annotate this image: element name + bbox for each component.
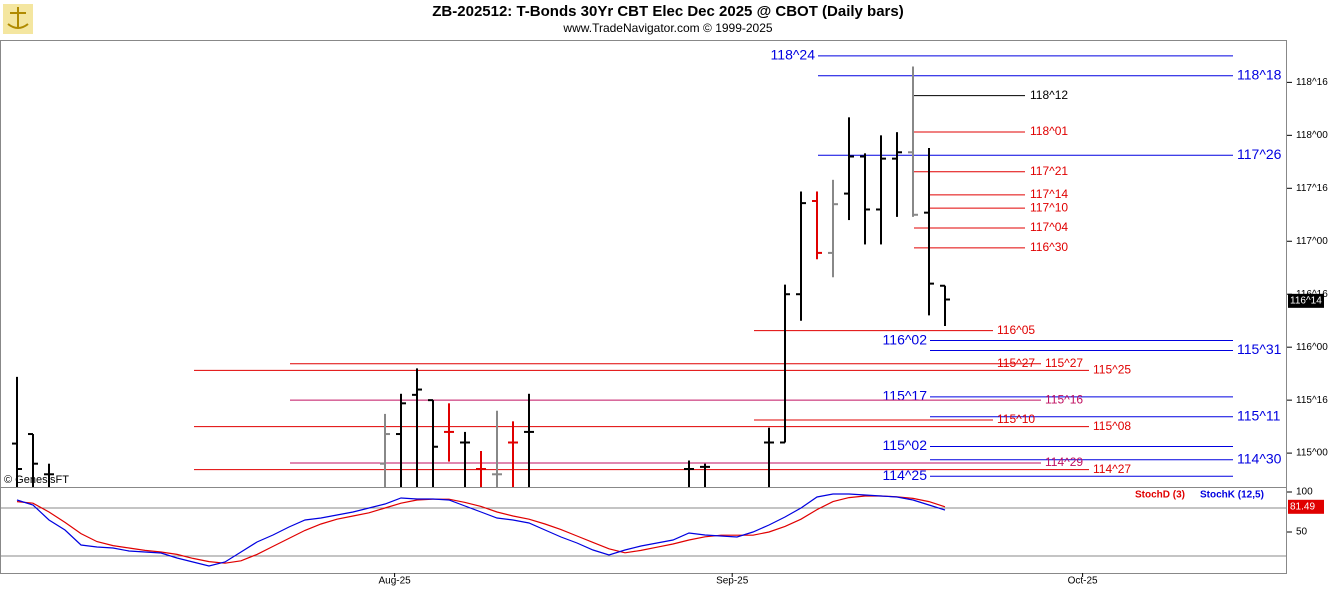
- stoch-line: [16, 493, 946, 567]
- level-label: 118^01: [1030, 124, 1068, 138]
- y-tick-label: 115^16: [1296, 395, 1328, 406]
- legend-entry: StochK (12,5): [1200, 490, 1264, 501]
- level-label: 116^02: [883, 331, 928, 347]
- level-label: 114^25: [883, 467, 928, 483]
- level-label: 115^08: [1093, 419, 1131, 433]
- x-tick-label: Oct-25: [1068, 576, 1098, 587]
- legend-entry: StochD (3): [1135, 490, 1185, 501]
- value-label: 81.49: [1290, 501, 1315, 512]
- y-tick-label: 117^16: [1296, 183, 1328, 194]
- y-tick-label: 118^16: [1296, 77, 1328, 88]
- level-label: 115^02: [883, 437, 928, 453]
- y-tick-label: 117^00: [1296, 236, 1328, 247]
- level-label: 114^27: [1093, 462, 1131, 476]
- level-label: 114^30: [1237, 450, 1282, 466]
- level-label: 115^31: [1237, 341, 1282, 357]
- price-bars: [12, 66, 950, 487]
- level-label: 118^24: [771, 47, 816, 63]
- level-label: 118^18: [1237, 66, 1282, 82]
- last-price-tag: [1288, 293, 1324, 308]
- y-tick-label: 100: [1296, 487, 1313, 498]
- last-price-label: 116^14: [1290, 295, 1322, 306]
- level-label: 115^10: [997, 412, 1035, 426]
- level-label: 115^25: [1093, 363, 1131, 377]
- level-label: 117^26: [1237, 146, 1282, 162]
- level-label: 117^21: [1030, 164, 1068, 178]
- level-label: 117^10: [1030, 200, 1068, 214]
- value-tag: [1288, 499, 1324, 514]
- level-label: 117^14: [1030, 187, 1068, 201]
- y-tick-label: 116^00: [1296, 342, 1328, 353]
- level-label: 114^29: [1045, 455, 1083, 469]
- y-tick-label: 50: [1296, 527, 1308, 538]
- chart-title: ZB-202512: T-Bonds 30Yr CBT Elec Dec 202…: [432, 3, 903, 20]
- level-label: 118^12: [1030, 88, 1068, 102]
- level-label: 116^05: [997, 323, 1035, 337]
- chart-subtitle: www.TradeNavigator.com © 1999-2025: [562, 21, 772, 35]
- logo: [3, 4, 33, 34]
- x-tick-label: Sep-25: [716, 576, 749, 587]
- level-label: 115^27: [997, 356, 1035, 370]
- level-label: 115^17: [883, 388, 928, 404]
- level-label: 115^27: [1045, 356, 1083, 370]
- plot-frame: [0, 40, 1287, 574]
- level-label: 115^11: [1237, 407, 1281, 423]
- level-label: 117^04: [1030, 220, 1068, 234]
- watermark: © GenesisFT: [4, 474, 69, 486]
- y-tick-label: 115^00: [1296, 448, 1328, 459]
- level-label: 115^16: [1045, 392, 1083, 406]
- level-label: 116^30: [1030, 240, 1068, 254]
- x-tick-label: Aug-25: [378, 576, 411, 587]
- stoch-line: [16, 495, 946, 564]
- y-tick-label: 118^00: [1296, 130, 1328, 141]
